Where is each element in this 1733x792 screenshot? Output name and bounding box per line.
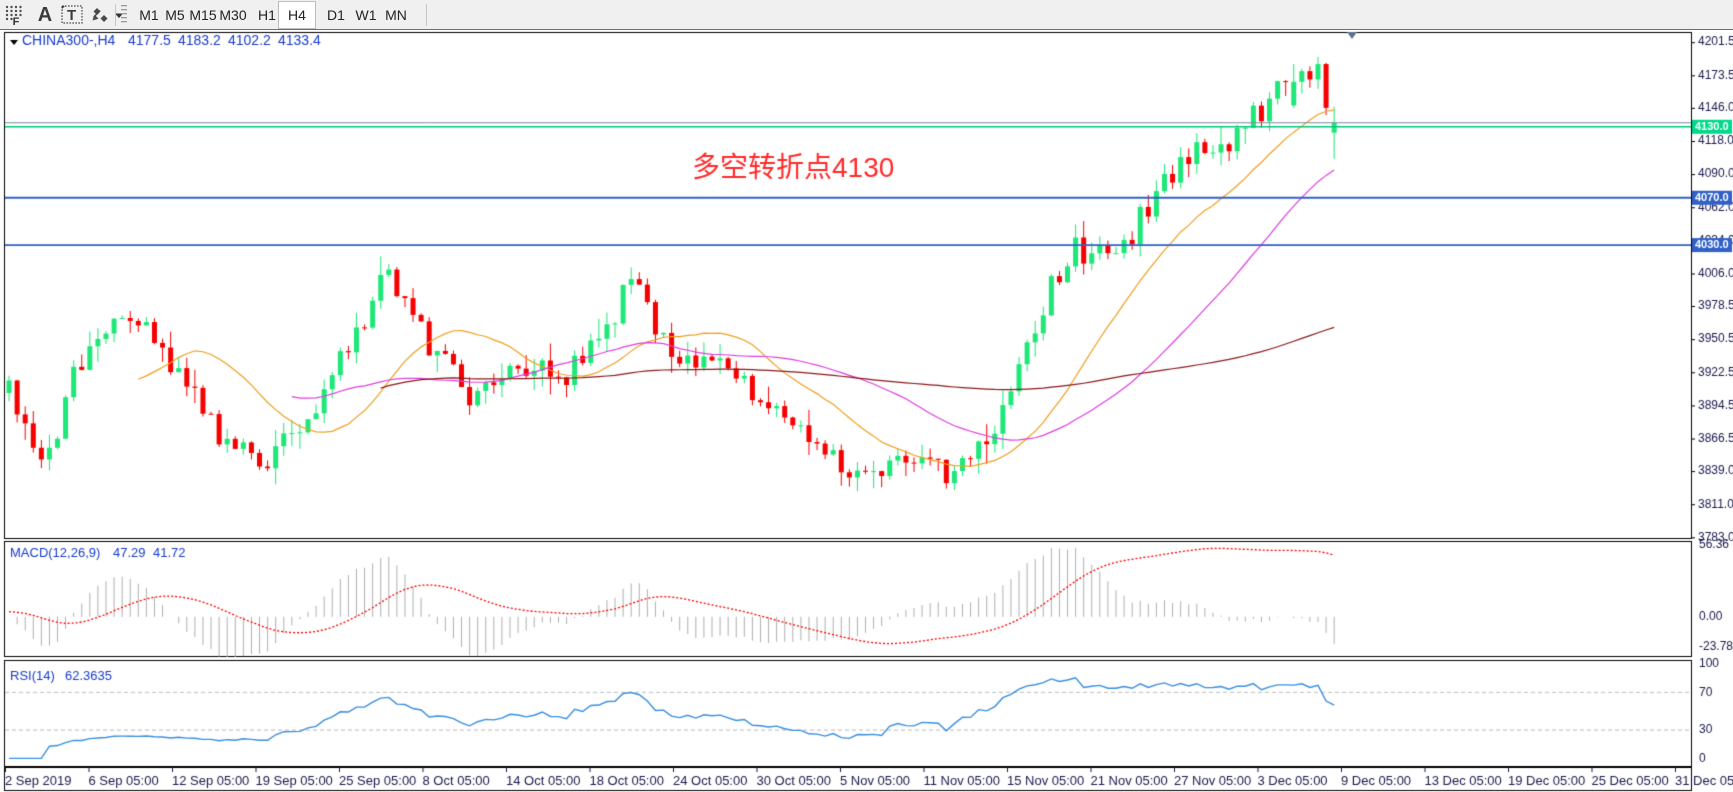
svg-text:F: F bbox=[13, 16, 20, 28]
svg-text:T: T bbox=[67, 7, 76, 24]
